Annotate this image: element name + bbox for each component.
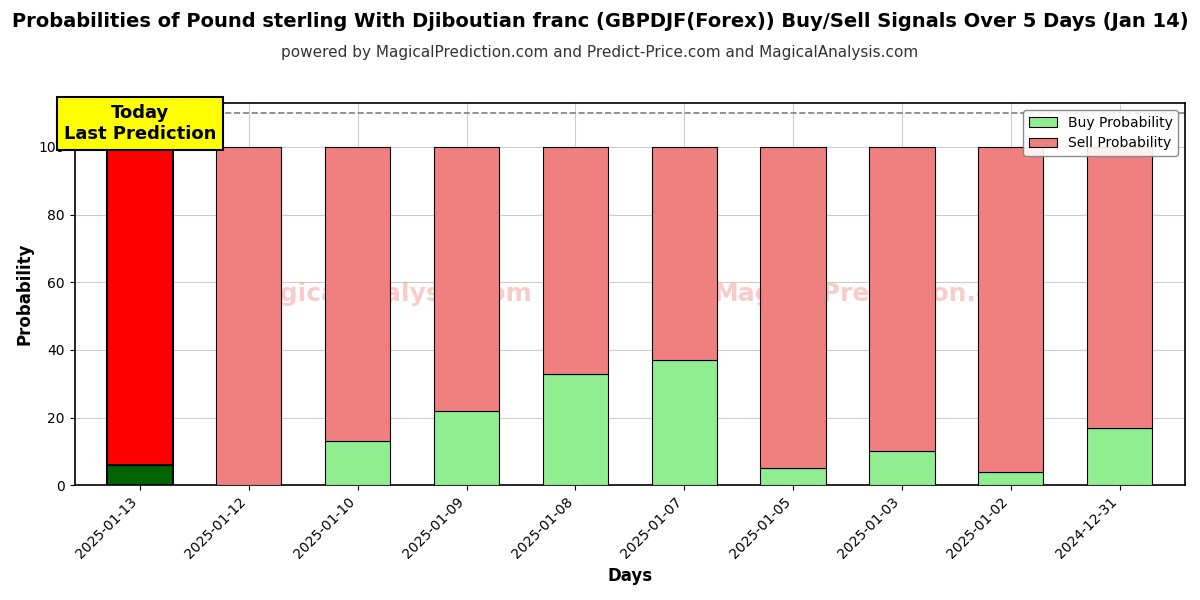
- Bar: [107, 147, 173, 465]
- Bar: [978, 472, 1044, 485]
- Bar: [325, 441, 390, 485]
- Bar: [1087, 147, 1152, 428]
- Bar: [216, 147, 282, 485]
- Bar: [107, 465, 173, 485]
- Bar: [542, 147, 608, 374]
- Text: Probabilities of Pound sterling With Djiboutian franc (GBPDJF(Forex)) Buy/Sell S: Probabilities of Pound sterling With Dji…: [12, 12, 1188, 31]
- Bar: [761, 469, 826, 485]
- Text: Today
Last Prediction: Today Last Prediction: [64, 104, 216, 143]
- Text: MagicalPrediction.com: MagicalPrediction.com: [714, 282, 1034, 306]
- X-axis label: Days: Days: [607, 567, 653, 585]
- Legend: Buy Probability, Sell Probability: Buy Probability, Sell Probability: [1024, 110, 1178, 156]
- Bar: [652, 147, 716, 360]
- Text: powered by MagicalPrediction.com and Predict-Price.com and MagicalAnalysis.com: powered by MagicalPrediction.com and Pre…: [281, 45, 919, 60]
- Bar: [652, 360, 716, 485]
- Bar: [1087, 428, 1152, 485]
- Bar: [761, 147, 826, 469]
- Bar: [869, 451, 935, 485]
- Bar: [542, 374, 608, 485]
- Y-axis label: Probability: Probability: [16, 243, 34, 346]
- Bar: [434, 411, 499, 485]
- Text: MagicalAnalysis.com: MagicalAnalysis.com: [239, 282, 533, 306]
- Bar: [325, 147, 390, 441]
- Bar: [978, 147, 1044, 472]
- Bar: [434, 147, 499, 411]
- Bar: [869, 147, 935, 451]
